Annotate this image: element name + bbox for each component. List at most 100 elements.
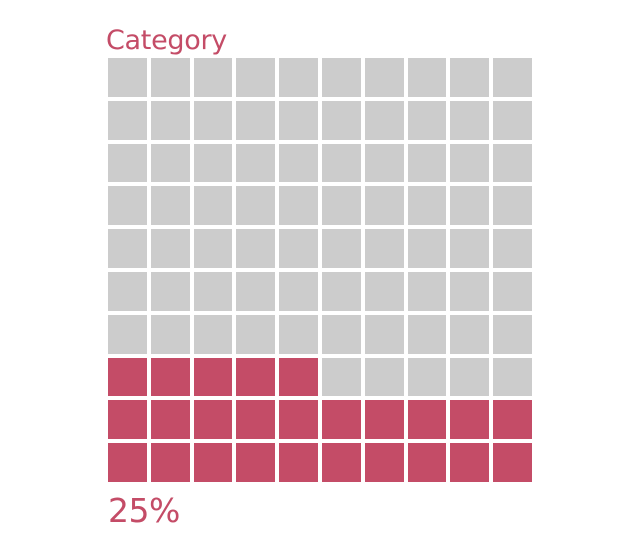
waffle-cell-empty <box>108 229 147 268</box>
waffle-cell-empty <box>108 186 147 226</box>
waffle-cell-empty <box>108 100 147 140</box>
waffle-cell-empty <box>150 100 190 140</box>
waffle-cell-empty <box>321 314 361 354</box>
waffle-cell-empty <box>108 143 147 183</box>
waffle-cell-empty <box>450 357 490 397</box>
waffle-cell-empty <box>493 314 532 354</box>
waffle-cell-filled <box>108 443 147 482</box>
waffle-cell-empty <box>450 58 490 97</box>
waffle-cell-empty <box>236 314 276 354</box>
waffle-cell-filled <box>193 357 233 397</box>
waffle-cell-filled <box>236 400 276 440</box>
waffle-cell-filled <box>279 443 318 482</box>
waffle-cell-empty <box>321 143 361 183</box>
waffle-cell-empty <box>108 271 147 311</box>
waffle-cell-empty <box>236 143 276 183</box>
waffle-cell-filled <box>150 400 190 440</box>
waffle-cell-filled <box>150 357 190 397</box>
waffle-cell-empty <box>108 58 147 97</box>
waffle-cell-empty <box>407 58 447 97</box>
waffle-cell-filled <box>279 400 318 440</box>
waffle-cell-empty <box>279 100 318 140</box>
waffle-cell-filled <box>407 443 447 482</box>
waffle-cell-empty <box>321 100 361 140</box>
waffle-cell-filled <box>450 443 490 482</box>
waffle-cell-empty <box>493 143 532 183</box>
waffle-cell-empty <box>193 100 233 140</box>
chart-value-label: 25% <box>108 491 180 530</box>
waffle-cell-filled <box>321 400 361 440</box>
waffle-cell-empty <box>193 229 233 268</box>
waffle-cell-empty <box>279 229 318 268</box>
waffle-cell-empty <box>150 143 190 183</box>
waffle-cell-empty <box>279 143 318 183</box>
waffle-cell-empty <box>321 58 361 97</box>
waffle-cell-empty <box>193 58 233 97</box>
waffle-cell-filled <box>193 400 233 440</box>
waffle-cell-filled <box>493 443 532 482</box>
waffle-cell-empty <box>407 186 447 226</box>
waffle-cell-empty <box>321 357 361 397</box>
waffle-cell-empty <box>407 100 447 140</box>
waffle-cell-empty <box>236 229 276 268</box>
waffle-cell-empty <box>150 229 190 268</box>
waffle-cell-filled <box>108 357 147 397</box>
waffle-cell-filled <box>450 400 490 440</box>
waffle-cell-empty <box>493 357 532 397</box>
waffle-cell-empty <box>150 314 190 354</box>
waffle-cell-empty <box>450 143 490 183</box>
waffle-cell-empty <box>407 314 447 354</box>
waffle-cell-empty <box>364 58 404 97</box>
waffle-cell-filled <box>407 400 447 440</box>
waffle-cell-empty <box>364 100 404 140</box>
waffle-cell-empty <box>493 100 532 140</box>
waffle-cell-empty <box>450 186 490 226</box>
waffle-cell-empty <box>364 186 404 226</box>
waffle-cell-filled <box>236 443 276 482</box>
waffle-cell-empty <box>321 229 361 268</box>
waffle-cell-empty <box>364 271 404 311</box>
waffle-cell-empty <box>236 58 276 97</box>
waffle-cell-filled <box>321 443 361 482</box>
waffle-cell-empty <box>493 271 532 311</box>
waffle-cell-empty <box>407 229 447 268</box>
waffle-cell-empty <box>364 314 404 354</box>
chart-title: Category <box>106 25 227 56</box>
waffle-cell-empty <box>279 58 318 97</box>
waffle-cell-empty <box>493 186 532 226</box>
waffle-cell-empty <box>193 143 233 183</box>
waffle-cell-empty <box>150 271 190 311</box>
waffle-cell-filled <box>364 400 404 440</box>
waffle-cell-filled <box>279 357 318 397</box>
waffle-cell-empty <box>493 58 532 97</box>
waffle-cell-empty <box>108 314 147 354</box>
waffle-cell-empty <box>279 186 318 226</box>
waffle-cell-filled <box>193 443 233 482</box>
waffle-cell-empty <box>236 186 276 226</box>
waffle-cell-empty <box>279 271 318 311</box>
waffle-cell-empty <box>450 314 490 354</box>
waffle-cell-filled <box>364 443 404 482</box>
waffle-cell-empty <box>279 314 318 354</box>
waffle-cell-empty <box>150 186 190 226</box>
waffle-cell-empty <box>407 357 447 397</box>
waffle-cell-empty <box>193 186 233 226</box>
waffle-cell-empty <box>450 229 490 268</box>
waffle-cell-empty <box>450 271 490 311</box>
waffle-cell-empty <box>407 143 447 183</box>
waffle-cell-empty <box>450 100 490 140</box>
waffle-cell-empty <box>193 271 233 311</box>
waffle-cell-empty <box>321 271 361 311</box>
waffle-cell-filled <box>150 443 190 482</box>
waffle-cell-empty <box>493 229 532 268</box>
waffle-cell-empty <box>236 100 276 140</box>
waffle-grid <box>108 58 532 482</box>
waffle-cell-empty <box>364 143 404 183</box>
waffle-cell-filled <box>236 357 276 397</box>
waffle-cell-filled <box>493 400 532 440</box>
waffle-cell-filled <box>108 400 147 440</box>
waffle-cell-empty <box>364 357 404 397</box>
waffle-cell-empty <box>150 58 190 97</box>
waffle-cell-empty <box>321 186 361 226</box>
